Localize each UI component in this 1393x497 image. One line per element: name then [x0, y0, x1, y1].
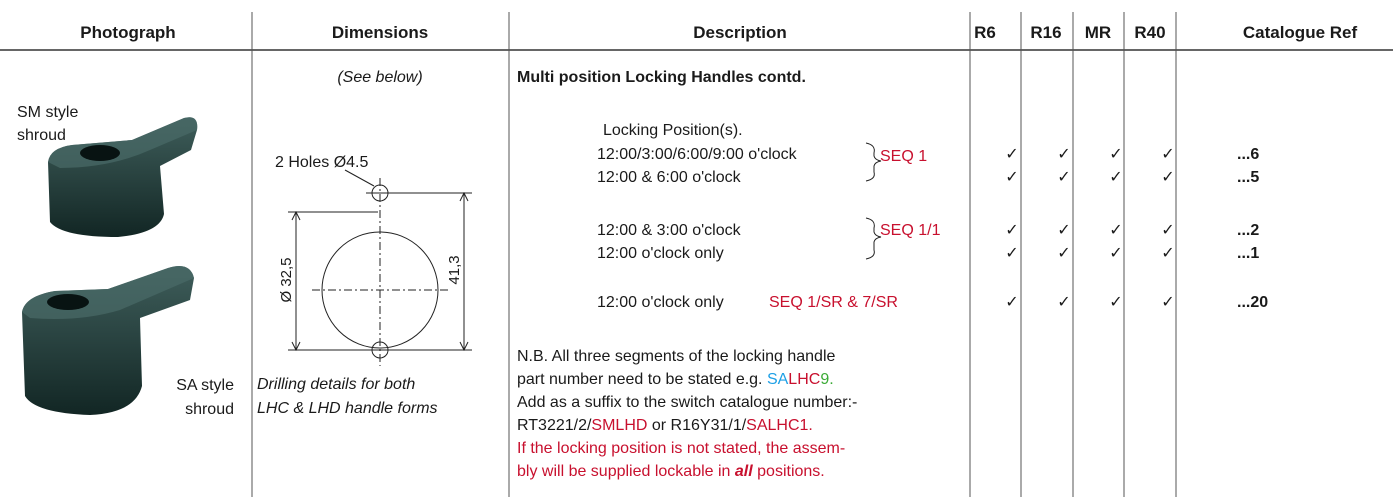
sm-handle-photo [48, 117, 198, 237]
catalogue-ref: ...5 [1237, 169, 1260, 186]
check-mark: ✓ [1005, 245, 1019, 262]
note-segment: SA [766, 371, 789, 388]
seq-label: SEQ 1 [880, 148, 928, 165]
catalogue-ref: ...2 [1237, 222, 1260, 239]
catalogue-ref: ...6 [1237, 146, 1260, 163]
check-mark: ✓ [1057, 245, 1071, 262]
check-mark: ✓ [1109, 146, 1123, 163]
column-header: Photograph [80, 23, 176, 42]
note-segment: or R16Y31/1/ [647, 417, 747, 434]
note-segment: all [734, 463, 753, 480]
check-mark: ✓ [1057, 169, 1071, 186]
photo-label: shroud [185, 401, 234, 418]
drilling-drawing [288, 169, 472, 366]
column-header: Catalogue Ref [1242, 23, 1358, 42]
catalogue-ref: ...1 [1237, 245, 1260, 262]
check-mark: ✓ [1161, 245, 1175, 262]
note-line: If the locking position is not stated, t… [517, 438, 845, 460]
column-header: R40 [1134, 23, 1166, 42]
check-mark: ✓ [1109, 222, 1123, 239]
check-mark: ✓ [1005, 222, 1019, 239]
locking-position: 12:00 & 6:00 o'clock [597, 169, 741, 186]
drawing-caption: LHC & LHD handle forms [257, 400, 438, 417]
note-segment: RT3221/2/ [517, 417, 592, 434]
note-segment: part number need to be stated e.g. [517, 371, 767, 388]
note-segment: bly will be supplied lockable in [517, 463, 735, 480]
note-segment: N.B. All three segments of the locking h… [517, 348, 836, 365]
seq-label: SEQ 1/1 [880, 222, 941, 239]
check-mark: ✓ [1005, 294, 1019, 311]
locking-position: 12:00 o'clock only [597, 245, 724, 262]
dimensions-note: (See below) [337, 69, 423, 86]
drawing-caption: Drilling details for both [257, 376, 416, 393]
note-segment: LHC [788, 371, 821, 388]
locking-position: 12:00 o'clock only [597, 294, 724, 311]
catalogue-ref: ...20 [1237, 294, 1269, 311]
locking-position: 12:00/3:00/6:00/9:00 o'clock [597, 146, 797, 163]
note-segment: Add as a suffix to the switch catalogue … [517, 394, 858, 411]
section-title: Multi position Locking Handles contd. [517, 69, 806, 86]
note-line: RT3221/2/SMLHD or R16Y31/1/SALHC1. [517, 415, 813, 437]
locking-heading: Locking Position(s). [603, 122, 743, 139]
column-header: Description [693, 23, 787, 42]
holes-label: 2 Holes Ø4.5 [275, 154, 369, 171]
check-mark: ✓ [1109, 294, 1123, 311]
sa-handle-photo [22, 265, 194, 415]
note-segment: SALHC1. [746, 417, 813, 434]
check-mark: ✓ [1005, 169, 1019, 186]
diameter-label: Ø 32,5 [278, 257, 295, 302]
note-segment: positions. [752, 463, 825, 480]
check-mark: ✓ [1161, 222, 1175, 239]
check-mark: ✓ [1161, 169, 1175, 186]
check-mark: ✓ [1109, 169, 1123, 186]
note-line: part number need to be stated e.g. SALHC… [517, 369, 834, 391]
span-label: 41,3 [446, 255, 463, 284]
column-header: R6 [974, 23, 996, 42]
column-header: Dimensions [331, 23, 429, 42]
note-line: N.B. All three segments of the locking h… [517, 346, 835, 368]
check-mark: ✓ [1109, 245, 1123, 262]
photo-label: shroud [17, 127, 66, 144]
column-header: R16 [1030, 23, 1062, 42]
seq-label: SEQ 1/SR & 7/SR [769, 294, 898, 311]
column-rules [251, 12, 1177, 497]
locking-position: 12:00 & 3:00 o'clock [597, 222, 741, 239]
note-segment: If the locking position is not stated, t… [517, 440, 846, 457]
seq-brackets [865, 142, 882, 260]
check-mark: ✓ [1057, 146, 1071, 163]
column-header: MR [1084, 23, 1112, 42]
check-mark: ✓ [1161, 294, 1175, 311]
photo-label: SM style [17, 104, 79, 121]
check-mark: ✓ [1005, 146, 1019, 163]
check-mark: ✓ [1057, 294, 1071, 311]
photo-label: SA style [176, 377, 234, 394]
note-segment: 9. [820, 371, 834, 388]
note-line: bly will be supplied lockable in all pos… [517, 461, 825, 483]
check-mark: ✓ [1161, 146, 1175, 163]
check-mark: ✓ [1057, 222, 1071, 239]
note-segment: SMLHD [591, 417, 648, 434]
note-line: Add as a suffix to the switch catalogue … [517, 392, 857, 414]
